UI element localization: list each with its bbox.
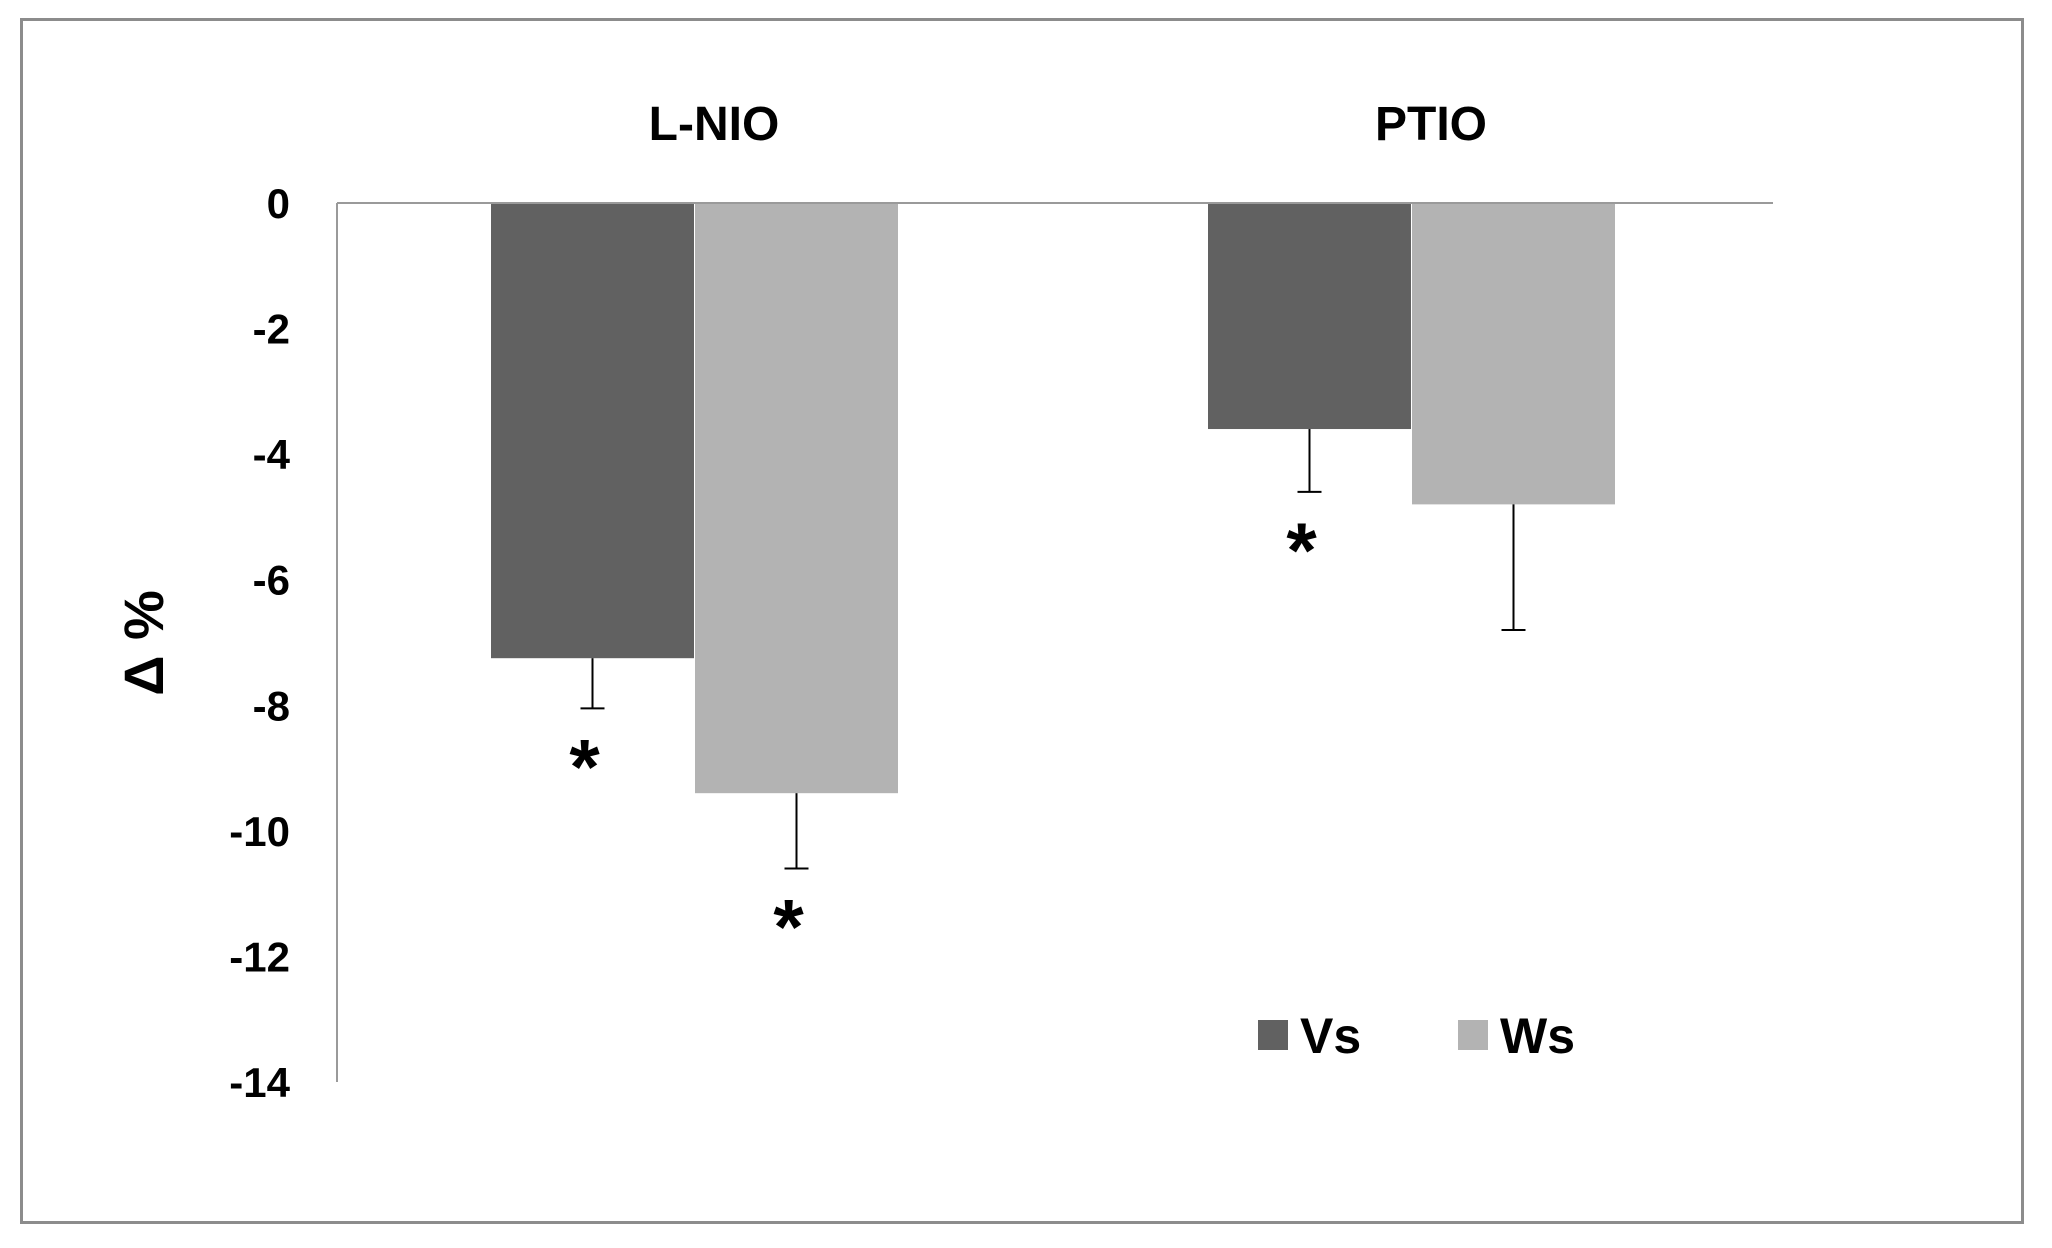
y-tick-label: -12 bbox=[229, 933, 290, 980]
category-label-ptio: PTIO bbox=[1375, 98, 1487, 151]
y-tick-label: -6 bbox=[253, 557, 290, 604]
bar-vs-l-nio bbox=[491, 203, 694, 659]
y-axis-title: Δ % bbox=[112, 590, 175, 696]
y-tick-label: -2 bbox=[253, 306, 290, 353]
category-labels: L-NIO PTIO bbox=[649, 98, 1487, 151]
y-tick-label: 0 bbox=[267, 180, 290, 227]
legend-swatch-ws bbox=[1458, 1020, 1488, 1050]
y-tick-label: -14 bbox=[229, 1059, 290, 1106]
significance-asterisk: * bbox=[1286, 506, 1317, 594]
significance-asterisk: * bbox=[773, 883, 804, 971]
y-tick-label: -4 bbox=[253, 431, 291, 478]
bars-layer bbox=[491, 203, 1615, 794]
legend-swatch-vs bbox=[1258, 1020, 1288, 1050]
error-bars-layer bbox=[580, 429, 1526, 870]
legend: Vs Ws bbox=[1258, 1008, 1575, 1064]
bar-ws-ptio bbox=[1412, 203, 1615, 505]
legend-label-ws: Ws bbox=[1500, 1008, 1575, 1064]
y-tick-label: -10 bbox=[229, 808, 290, 855]
y-tick-label: -8 bbox=[253, 682, 290, 729]
category-label-l-nio: L-NIO bbox=[649, 98, 780, 151]
y-tick-labels: 0 -2 -4 -6 -8 -10 -12 -14 bbox=[229, 180, 290, 1106]
significance-asterisk: * bbox=[569, 722, 600, 810]
significance-marks: * * * bbox=[569, 506, 1317, 971]
bar-ws-l-nio bbox=[695, 203, 898, 794]
legend-label-vs: Vs bbox=[1300, 1008, 1361, 1064]
bar-vs-ptio bbox=[1208, 203, 1411, 430]
chart-frame bbox=[20, 18, 2024, 1224]
